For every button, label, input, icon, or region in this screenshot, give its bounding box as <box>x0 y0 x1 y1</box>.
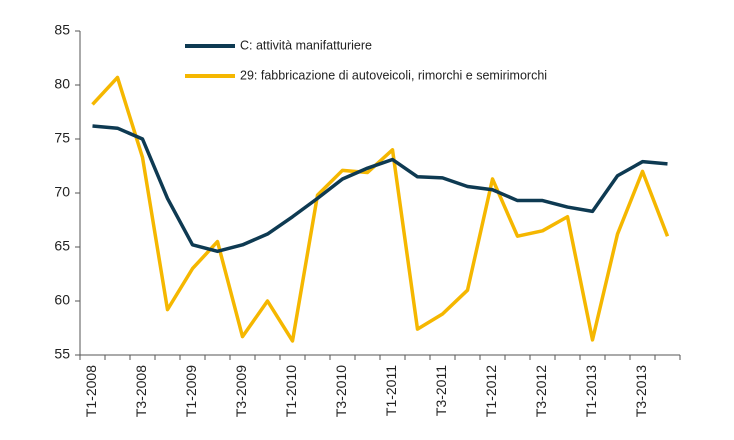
y-tick-label: 75 <box>54 130 70 146</box>
x-tick-label: T1-2012 <box>483 365 499 417</box>
y-tick-label: 85 <box>54 22 70 38</box>
x-tick-label: T1-2011 <box>383 365 399 416</box>
x-tick-label: T3-2013 <box>633 365 649 417</box>
x-tick-label: T3-2010 <box>333 365 349 417</box>
series-line <box>92 124 668 254</box>
x-tick-label: T3-2009 <box>233 365 249 417</box>
x-tick-label: T3-2008 <box>133 365 149 417</box>
legend: C: attività manifatturiere 29: fabbricazi… <box>185 38 547 82</box>
y-tick-label: 70 <box>54 184 70 200</box>
x-tick-label: T1-2010 <box>283 365 299 417</box>
y-tick-label: 60 <box>54 292 70 308</box>
x-tick-label: T3-2011 <box>433 365 449 416</box>
legend-label: 29: fabbricazione di autoveicoli, rimorc… <box>240 68 547 82</box>
y-tick-label: 55 <box>54 346 70 362</box>
x-tick-label: T1-2008 <box>83 365 99 417</box>
legend-label: C: attività manifatturiere <box>240 38 372 52</box>
x-tick-label: T3-2012 <box>533 365 549 417</box>
series-line <box>91 75 670 343</box>
y-tick-label: 65 <box>54 238 70 254</box>
y-tick-label: 80 <box>54 76 70 92</box>
x-tick-label: T1-2013 <box>583 365 599 417</box>
x-tick-label: T1-2009 <box>183 365 199 417</box>
